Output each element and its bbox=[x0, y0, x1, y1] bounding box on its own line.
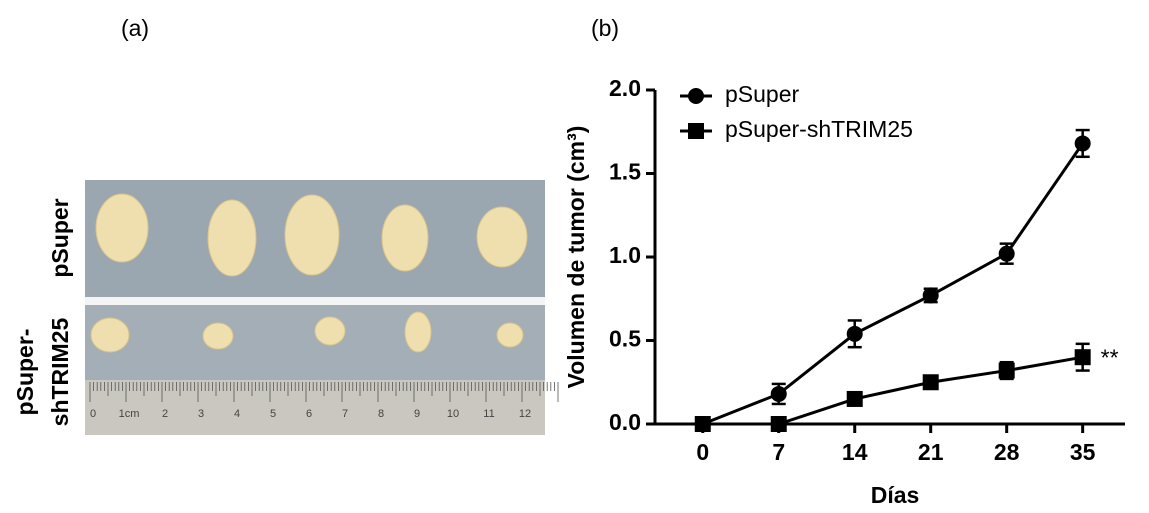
legend-label: pSuper bbox=[725, 81, 800, 107]
panel-label: (a) bbox=[121, 15, 149, 41]
tumor bbox=[477, 207, 527, 267]
legend-label: pSuper-shTRIM25 bbox=[725, 116, 913, 142]
ruler-label: 7 bbox=[342, 408, 348, 420]
ruler-label: 11 bbox=[483, 408, 494, 420]
tumor bbox=[497, 323, 523, 347]
ruler-label: 12 bbox=[519, 408, 531, 420]
y-tick-label: 1.0 bbox=[609, 242, 641, 268]
ruler-label: 9 bbox=[414, 408, 420, 420]
x-tick-label: 0 bbox=[696, 439, 709, 465]
x-tick-label: 28 bbox=[994, 439, 1020, 465]
y-axis-label: Volumen de tumor (cm³) bbox=[563, 126, 589, 389]
legend-marker bbox=[688, 88, 704, 104]
point bbox=[1075, 349, 1091, 365]
ruler-label: 1cm bbox=[119, 408, 140, 420]
row-label: shTRIM25 bbox=[47, 317, 73, 426]
legend-marker bbox=[688, 123, 704, 139]
point bbox=[847, 326, 863, 342]
ruler-label: 6 bbox=[306, 408, 312, 420]
ruler-label: 3 bbox=[198, 408, 204, 420]
point bbox=[771, 386, 787, 402]
ruler bbox=[85, 380, 545, 435]
ruler-label: 2 bbox=[162, 408, 168, 420]
chart-title: (b) bbox=[591, 15, 619, 41]
tumor bbox=[91, 318, 129, 352]
tumor bbox=[405, 312, 431, 352]
row-label: pSuper bbox=[47, 198, 73, 277]
point bbox=[999, 246, 1015, 262]
tumor bbox=[96, 194, 148, 262]
row-label: pSuper- bbox=[12, 329, 38, 416]
ruler-label: 4 bbox=[234, 408, 240, 420]
series-line bbox=[703, 143, 1083, 424]
point bbox=[771, 416, 787, 432]
tumor bbox=[208, 200, 256, 276]
point bbox=[1075, 135, 1091, 151]
series-line bbox=[703, 357, 1083, 424]
point bbox=[999, 363, 1015, 379]
x-tick-label: 35 bbox=[1070, 439, 1096, 465]
y-tick-label: 0.0 bbox=[609, 409, 641, 435]
ruler-label: 8 bbox=[378, 408, 384, 420]
x-tick-label: 7 bbox=[772, 439, 785, 465]
plot: 0.0 0.5 1.0 1.5 2.0 0 7 14 21 28 35 pSuper pSuper-sh… bbox=[609, 75, 1125, 465]
tumor bbox=[315, 317, 345, 345]
y-tick-label: 0.5 bbox=[609, 326, 641, 352]
ruler-label: 0 bbox=[90, 408, 96, 420]
point bbox=[695, 416, 711, 432]
point bbox=[923, 374, 939, 390]
x-tick-label: 21 bbox=[918, 439, 944, 465]
tumor bbox=[382, 205, 428, 271]
photo: 0 1cm 2 3 4 5 6 7 8 9 10 11 12 bbox=[85, 180, 558, 435]
annotation: ** bbox=[1101, 344, 1119, 370]
ruler-label: 5 bbox=[270, 408, 276, 420]
ruler-label: 10 bbox=[447, 408, 459, 420]
y-tick-label: 1.5 bbox=[609, 159, 641, 185]
tumor bbox=[285, 195, 339, 275]
y-tick-label: 2.0 bbox=[609, 75, 641, 101]
photo-divider bbox=[85, 297, 545, 305]
x-axis-label: Días bbox=[871, 482, 920, 508]
point bbox=[847, 391, 863, 407]
point bbox=[923, 287, 939, 303]
x-tick-label: 14 bbox=[842, 439, 868, 465]
figure: (a) 0 1cm 2 3 4 5 6 7 8 9 10 11 12 pSuper pSuper- sh… bbox=[0, 0, 1149, 513]
tumor bbox=[203, 323, 233, 349]
